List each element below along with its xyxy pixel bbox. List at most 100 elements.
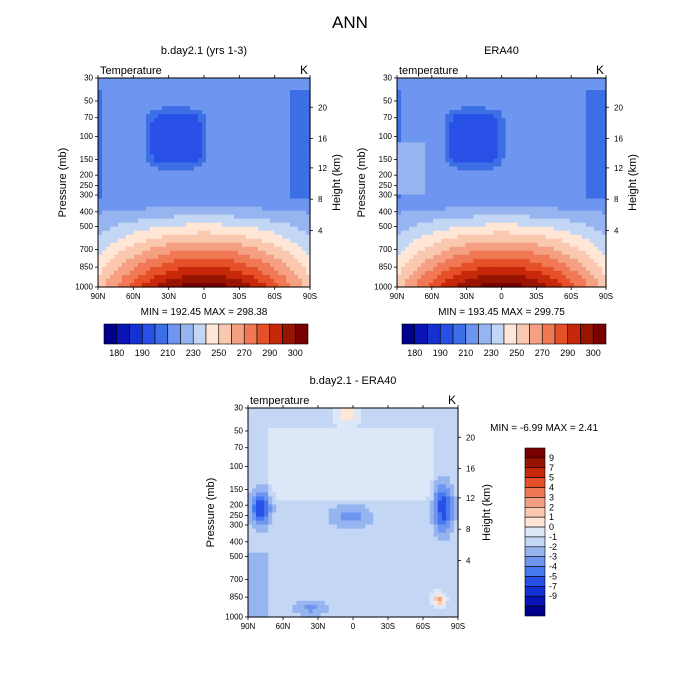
field-cell bbox=[270, 238, 275, 244]
field-cell bbox=[226, 162, 231, 168]
field-cell bbox=[242, 154, 247, 159]
field-cell bbox=[397, 86, 402, 91]
field-cell bbox=[477, 226, 482, 232]
field-cell bbox=[170, 218, 175, 224]
field-cell bbox=[226, 190, 231, 196]
field-cell bbox=[417, 174, 422, 180]
field-cell bbox=[270, 174, 275, 180]
field-cell bbox=[489, 94, 495, 99]
field-cell bbox=[218, 102, 223, 107]
field-cell bbox=[238, 222, 243, 228]
field-cell bbox=[98, 110, 103, 115]
field-cell bbox=[202, 278, 207, 284]
field-cell bbox=[150, 126, 155, 131]
field-cell bbox=[417, 218, 422, 224]
field-cell bbox=[114, 262, 119, 268]
field-cell bbox=[114, 162, 119, 168]
field-cell bbox=[250, 266, 255, 272]
field-cell bbox=[425, 214, 430, 220]
field-cell bbox=[417, 198, 422, 204]
field-cell bbox=[469, 122, 474, 127]
field-cell bbox=[577, 238, 583, 244]
field-cell bbox=[130, 102, 135, 107]
field-cell bbox=[549, 170, 555, 176]
field-cell bbox=[469, 126, 474, 131]
field-cell bbox=[122, 138, 127, 143]
field-cell bbox=[222, 122, 227, 127]
field-cell bbox=[581, 158, 587, 163]
field-cell bbox=[262, 126, 267, 131]
panel1-y-tick-label: 50 bbox=[84, 96, 93, 105]
field-cell bbox=[170, 210, 175, 216]
field-cell bbox=[529, 218, 535, 224]
field-cell bbox=[481, 226, 487, 232]
field-cell bbox=[186, 206, 191, 212]
field-cell bbox=[258, 282, 263, 288]
field-cell bbox=[126, 274, 131, 280]
field-cell bbox=[182, 134, 187, 139]
field-cell bbox=[433, 122, 438, 127]
field-cell bbox=[154, 258, 159, 264]
field-cell bbox=[565, 162, 571, 168]
field-cell bbox=[282, 138, 287, 143]
field-cell bbox=[102, 86, 107, 91]
field-cell bbox=[222, 86, 227, 91]
field-cell bbox=[290, 110, 295, 115]
field-cell bbox=[214, 98, 219, 103]
field-cell bbox=[397, 98, 402, 103]
field-cell bbox=[254, 218, 259, 224]
field-cell bbox=[425, 178, 430, 184]
field-cell bbox=[270, 254, 275, 260]
field-cell bbox=[266, 246, 271, 252]
field-cell bbox=[222, 250, 227, 256]
field-cell bbox=[485, 202, 491, 208]
field-cell bbox=[286, 218, 291, 224]
field-cell bbox=[162, 182, 167, 188]
field-cell bbox=[525, 94, 531, 99]
field-cell bbox=[258, 218, 263, 224]
field-cell bbox=[186, 242, 191, 248]
field-cell bbox=[138, 226, 143, 232]
field-cell bbox=[266, 134, 271, 139]
field-cell bbox=[218, 190, 223, 196]
field-cell bbox=[577, 158, 583, 163]
field-cell bbox=[102, 102, 107, 107]
field-cell bbox=[405, 134, 410, 139]
field-cell bbox=[238, 90, 243, 95]
field-cell bbox=[585, 226, 591, 232]
field-cell bbox=[473, 130, 478, 135]
field-cell bbox=[102, 266, 107, 272]
field-cell bbox=[441, 182, 446, 188]
field-cell bbox=[597, 130, 603, 135]
field-cell bbox=[441, 134, 446, 139]
field-cell bbox=[222, 262, 227, 268]
field-cell bbox=[218, 150, 223, 155]
field-cell bbox=[561, 230, 567, 236]
field-cell bbox=[489, 206, 495, 212]
field-cell bbox=[154, 122, 159, 127]
field-cell bbox=[254, 198, 259, 204]
field-cell bbox=[190, 206, 195, 212]
field-cell bbox=[150, 278, 155, 284]
field-cell bbox=[158, 274, 163, 280]
field-cell bbox=[178, 198, 183, 204]
field-cell bbox=[238, 214, 243, 220]
field-cell bbox=[150, 274, 155, 280]
field-cell bbox=[573, 78, 579, 83]
field-cell bbox=[114, 266, 119, 272]
field-cell bbox=[262, 218, 267, 224]
field-cell bbox=[222, 166, 227, 172]
field-cell bbox=[234, 266, 239, 272]
field-cell bbox=[174, 162, 179, 168]
field-cell bbox=[469, 102, 474, 107]
field-cell bbox=[397, 238, 402, 244]
field-cell bbox=[409, 218, 414, 224]
field-cell bbox=[573, 186, 579, 192]
field-cell bbox=[489, 158, 495, 163]
field-cell bbox=[186, 86, 191, 91]
field-cell bbox=[190, 146, 195, 151]
field-cell bbox=[425, 198, 430, 204]
field-cell bbox=[242, 194, 247, 200]
field-cell bbox=[477, 146, 482, 151]
field-cell bbox=[186, 170, 191, 176]
